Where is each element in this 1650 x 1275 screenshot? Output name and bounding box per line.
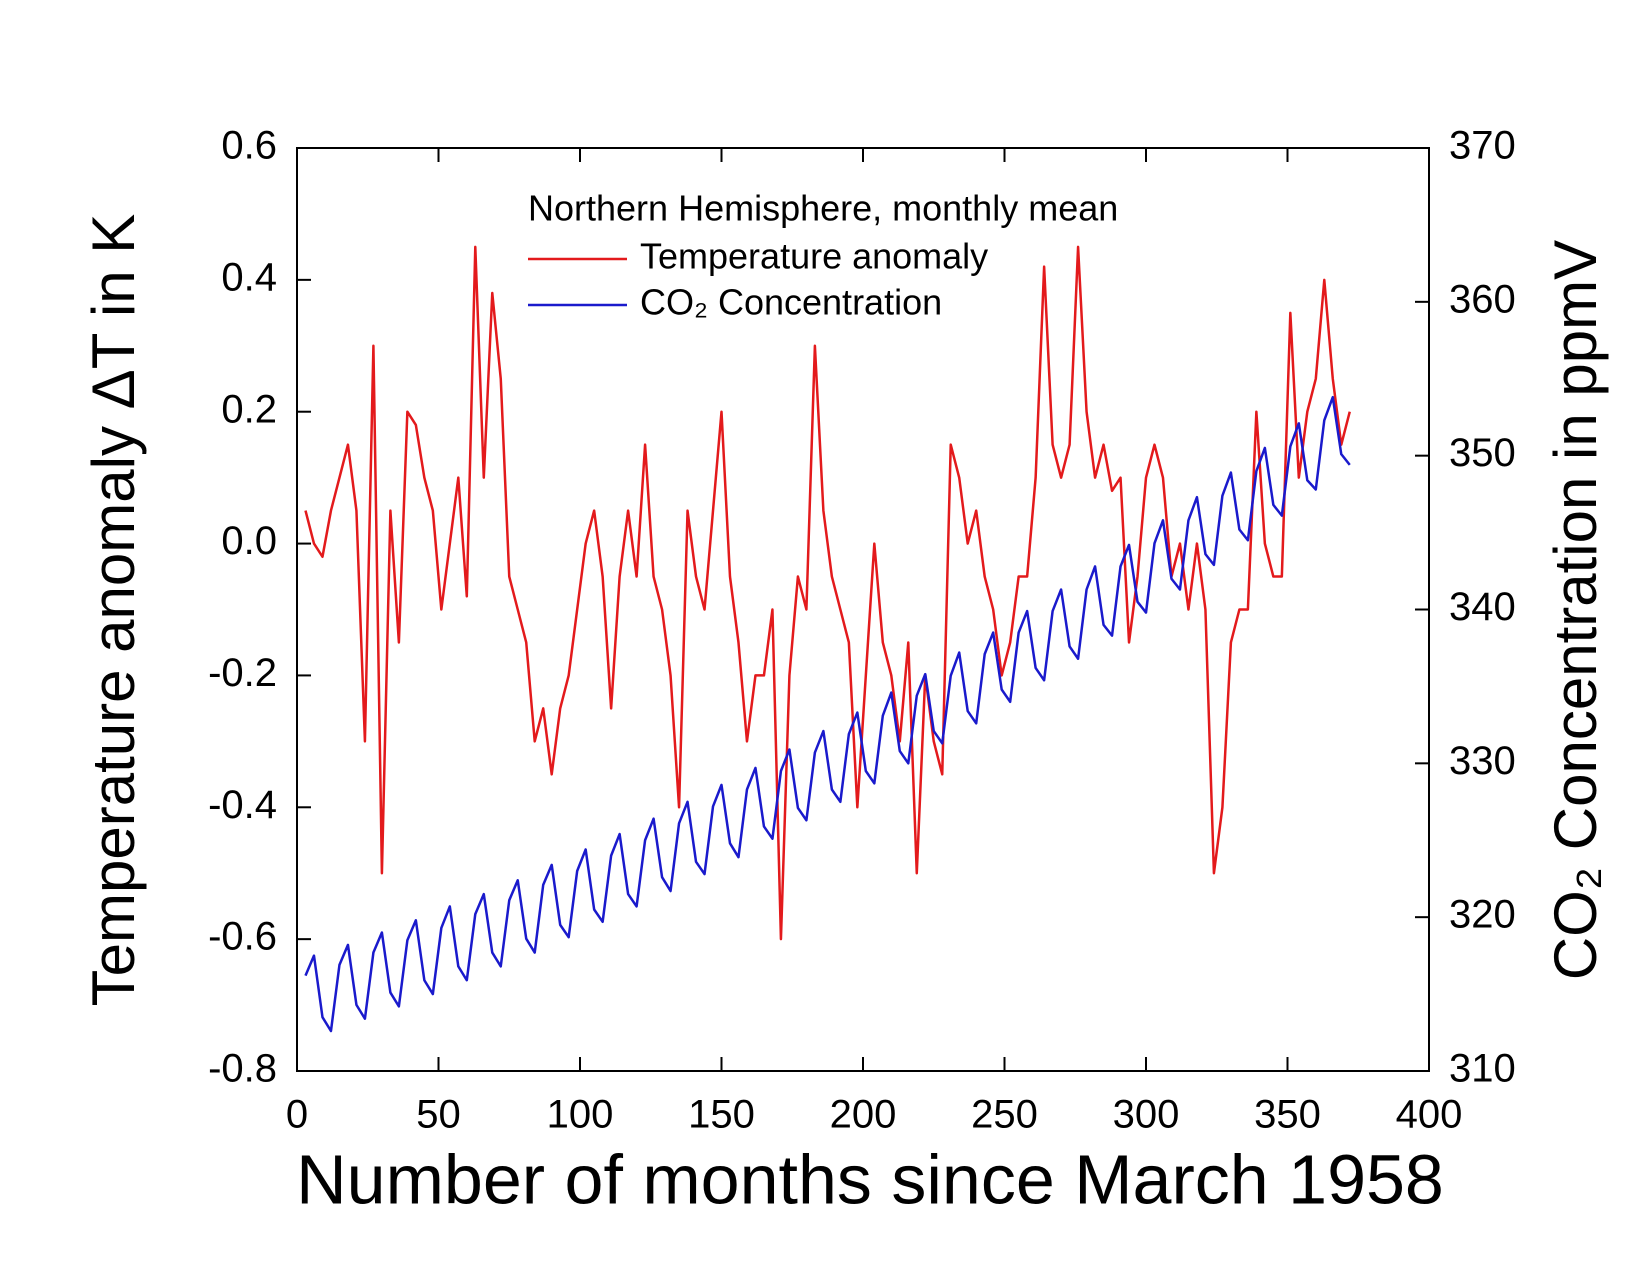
y-tick-label: -0.8 xyxy=(208,1047,277,1091)
x-tick-label: 250 xyxy=(971,1093,1038,1137)
y2-tick-label: 350 xyxy=(1449,431,1516,475)
y2-tick-label: 360 xyxy=(1449,277,1516,321)
x-tick-label: 100 xyxy=(547,1093,614,1137)
x-tick-label: 0 xyxy=(286,1093,308,1137)
x-tick-label: 300 xyxy=(1113,1093,1180,1137)
x-tick-label: 200 xyxy=(830,1093,897,1137)
series-line xyxy=(304,245,1351,941)
x-axis-title: Number of months since March 1958 xyxy=(296,1140,1444,1218)
legend-label: Temperature anomaly xyxy=(640,236,988,277)
y-tick-label: 0.0 xyxy=(221,519,277,563)
x-tick-label: 350 xyxy=(1254,1093,1321,1137)
y2-tick-label: 320 xyxy=(1449,893,1516,937)
y2-tick-label: 340 xyxy=(1449,585,1516,629)
y-tick-label: 0.2 xyxy=(221,387,277,431)
legend-title: Northern Hemisphere, monthly mean xyxy=(528,188,1118,229)
y2-tick-label: 370 xyxy=(1449,124,1516,168)
x-tick-label: 400 xyxy=(1396,1093,1463,1137)
series-line xyxy=(304,395,1351,1033)
y2-tick-label: 310 xyxy=(1449,1047,1516,1091)
legend-label: CO₂ Concentration xyxy=(640,282,942,323)
y2-tick-label: 330 xyxy=(1449,739,1516,783)
y-axis-title: Temperature anomaly ΔT in K xyxy=(80,214,147,1007)
y2-axis-title: CO₂ Concentration in ppmV xyxy=(1542,240,1609,980)
y-tick-label: -0.4 xyxy=(208,783,277,827)
y-tick-label: 0.6 xyxy=(221,124,277,168)
x-tick-label: 150 xyxy=(688,1093,755,1137)
y-tick-label: -0.6 xyxy=(208,915,277,959)
x-tick-label: 50 xyxy=(416,1093,461,1137)
y-tick-label: -0.2 xyxy=(208,651,277,695)
y-tick-label: 0.4 xyxy=(221,255,277,299)
